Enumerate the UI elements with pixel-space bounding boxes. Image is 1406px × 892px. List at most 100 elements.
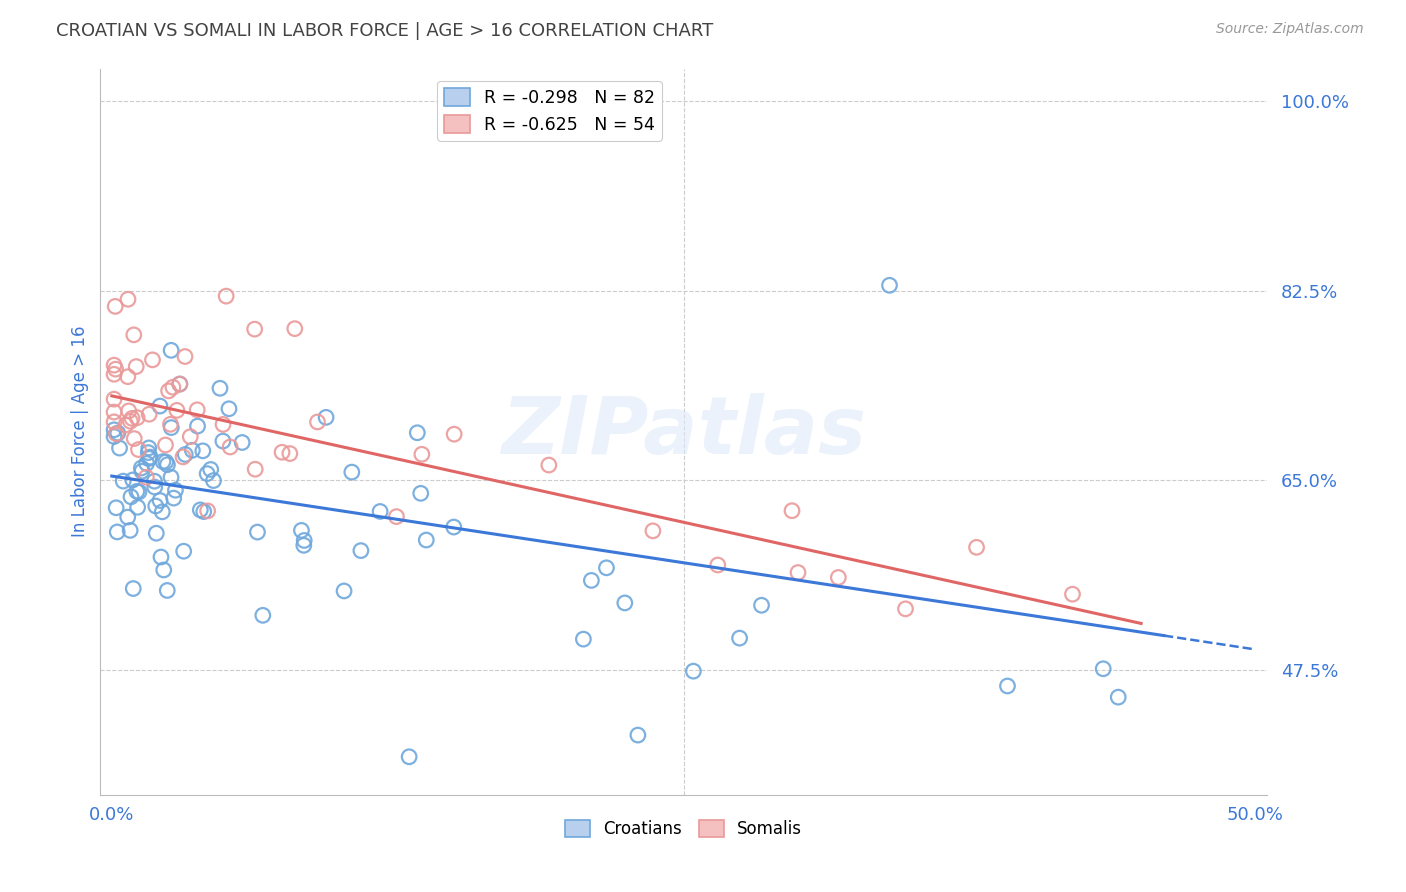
Point xyxy=(572,632,595,647)
Text: ZIPatlas: ZIPatlas xyxy=(501,392,866,471)
Point xyxy=(411,447,433,461)
Point xyxy=(120,490,142,504)
Point xyxy=(202,474,225,488)
Point xyxy=(780,504,803,518)
Point xyxy=(252,608,274,623)
Point xyxy=(271,445,294,459)
Point xyxy=(145,499,167,513)
Point xyxy=(127,410,149,425)
Point xyxy=(163,491,186,505)
Point xyxy=(103,358,125,372)
Point xyxy=(120,414,142,428)
Point xyxy=(208,381,231,395)
Point xyxy=(169,376,191,391)
Point xyxy=(122,432,145,446)
Point xyxy=(120,524,142,538)
Point xyxy=(103,392,125,406)
Point xyxy=(290,524,312,538)
Point xyxy=(415,533,437,547)
Point xyxy=(879,278,901,293)
Point xyxy=(195,467,218,481)
Point xyxy=(156,458,179,472)
Point xyxy=(169,377,191,392)
Point xyxy=(107,426,129,441)
Text: CROATIAN VS SOMALI IN LABOR FORCE | AGE > 16 CORRELATION CHART: CROATIAN VS SOMALI IN LABOR FORCE | AGE … xyxy=(56,22,713,40)
Point xyxy=(115,417,138,432)
Point xyxy=(245,462,267,476)
Point xyxy=(139,450,162,464)
Point xyxy=(368,504,391,518)
Point xyxy=(118,404,141,418)
Point xyxy=(1062,587,1084,601)
Point xyxy=(385,509,408,524)
Point xyxy=(179,430,201,444)
Point xyxy=(997,679,1019,693)
Point xyxy=(127,500,149,515)
Point xyxy=(138,441,160,455)
Point xyxy=(143,474,166,488)
Point xyxy=(292,538,315,552)
Point xyxy=(215,289,238,303)
Point xyxy=(117,369,139,384)
Point xyxy=(284,321,307,335)
Point xyxy=(613,596,636,610)
Point xyxy=(231,435,253,450)
Point xyxy=(627,728,650,742)
Point xyxy=(103,415,125,429)
Point xyxy=(218,401,240,416)
Point xyxy=(350,543,373,558)
Point xyxy=(278,446,301,460)
Point xyxy=(894,602,917,616)
Point xyxy=(581,574,603,588)
Point xyxy=(219,440,242,454)
Point xyxy=(315,410,337,425)
Point xyxy=(166,403,188,417)
Point xyxy=(138,407,160,421)
Point xyxy=(159,417,181,432)
Point xyxy=(149,493,172,508)
Text: Source: ZipAtlas.com: Source: ZipAtlas.com xyxy=(1216,22,1364,37)
Point xyxy=(131,464,153,478)
Point xyxy=(103,368,125,382)
Point xyxy=(117,293,139,307)
Point xyxy=(966,541,988,555)
Point xyxy=(212,434,235,449)
Point xyxy=(641,524,664,538)
Point xyxy=(1092,662,1115,676)
Point xyxy=(157,384,180,398)
Point xyxy=(103,423,125,437)
Point xyxy=(103,429,125,443)
Point xyxy=(193,505,215,519)
Point xyxy=(181,443,204,458)
Legend: Croatians, Somalis: Croatians, Somalis xyxy=(558,813,808,845)
Point xyxy=(406,425,429,440)
Point xyxy=(122,582,145,596)
Point xyxy=(172,450,194,464)
Point xyxy=(174,350,197,364)
Point xyxy=(187,419,209,434)
Point xyxy=(728,631,751,645)
Point xyxy=(409,486,432,500)
Point xyxy=(212,417,235,432)
Point xyxy=(103,405,125,419)
Point xyxy=(191,443,214,458)
Point xyxy=(122,327,145,342)
Point xyxy=(112,474,135,488)
Point xyxy=(200,462,222,476)
Point xyxy=(152,563,174,577)
Point xyxy=(152,454,174,468)
Point xyxy=(188,503,211,517)
Point xyxy=(443,520,465,534)
Point xyxy=(1107,690,1129,705)
Point xyxy=(121,411,143,425)
Point xyxy=(135,470,157,484)
Point xyxy=(125,484,148,499)
Point xyxy=(706,558,728,572)
Point xyxy=(787,566,810,580)
Point xyxy=(827,570,849,584)
Y-axis label: In Labor Force | Age > 16: In Labor Force | Age > 16 xyxy=(72,326,89,537)
Point xyxy=(443,427,465,442)
Point xyxy=(243,322,266,336)
Point xyxy=(292,533,315,548)
Point xyxy=(145,526,167,541)
